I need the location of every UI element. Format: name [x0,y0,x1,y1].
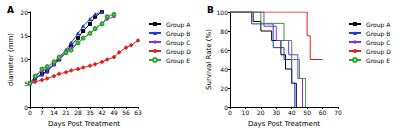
svg-text:0: 0 [24,103,28,111]
svg-text:Group C: Group C [166,39,190,47]
svg-text:Group B: Group B [166,30,190,38]
svg-text:20: 20 [257,109,265,116]
svg-text:0: 0 [228,109,232,116]
svg-text:15: 15 [20,32,28,39]
svg-text:40: 40 [220,66,228,73]
svg-text:A: A [7,5,14,15]
svg-text:80: 80 [220,28,228,35]
svg-text:42: 42 [98,109,106,116]
svg-text:Group C: Group C [366,39,390,47]
svg-text:Days Post Treatment: Days Post Treatment [48,120,120,128]
svg-text:21: 21 [62,109,70,116]
svg-text:35: 35 [86,109,94,116]
svg-text:Survival Rate (%): Survival Rate (%) [205,29,213,90]
svg-text:14: 14 [50,109,58,116]
svg-text:7: 7 [40,109,44,116]
svg-text:50: 50 [303,109,311,116]
svg-text:10: 10 [20,56,28,63]
svg-text:B: B [207,5,214,15]
svg-text:Group E: Group E [166,57,190,65]
svg-text:60: 60 [220,47,228,54]
svg-text:diameter (mm): diameter (mm) [7,33,15,86]
svg-text:Group B: Group B [366,30,390,38]
svg-text:Group A: Group A [166,21,191,29]
svg-text:60: 60 [319,109,327,116]
svg-text:70: 70 [334,109,342,116]
svg-text:100: 100 [217,9,229,16]
svg-text:10: 10 [242,109,250,116]
svg-text:Group D: Group D [166,48,191,56]
svg-text:Group E: Group E [366,57,390,65]
svg-text:20: 20 [220,85,228,92]
svg-text:5: 5 [24,79,28,87]
svg-text:40: 40 [288,109,296,116]
svg-text:20: 20 [20,9,28,16]
svg-text:Group A: Group A [366,21,391,29]
svg-text:30: 30 [272,109,280,116]
svg-text:Group D: Group D [366,48,391,56]
svg-text:49: 49 [110,109,118,116]
svg-text:0: 0 [224,103,228,111]
svg-text:28: 28 [74,109,82,116]
svg-text:63: 63 [134,109,142,116]
svg-text:0: 0 [28,109,32,116]
svg-text:56: 56 [122,109,130,116]
svg-text:Days Post Treatment: Days Post Treatment [248,120,320,128]
